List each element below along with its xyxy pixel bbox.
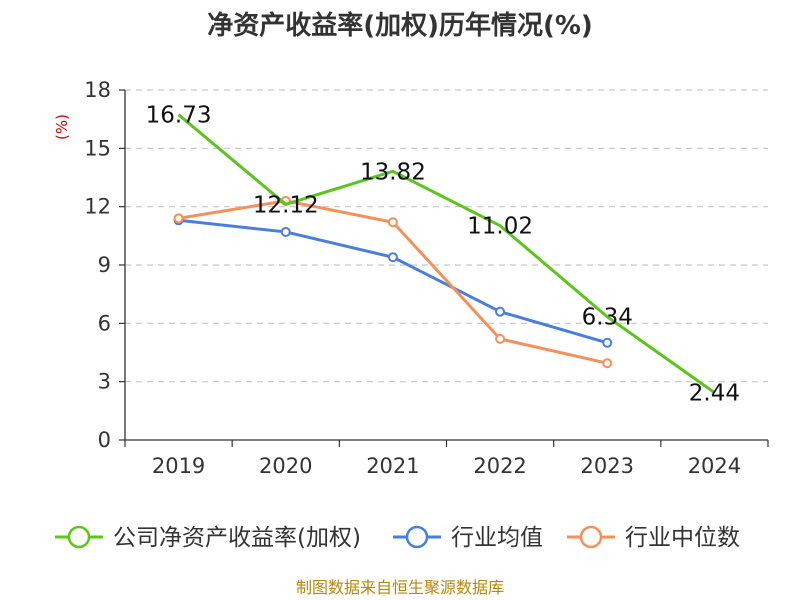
x-tick-label: 2021 <box>366 454 419 478</box>
y-axis-unit-label: (%) <box>53 114 71 140</box>
x-tick-label: 2022 <box>473 454 526 478</box>
data-point <box>495 333 506 344</box>
axes: 0 3 6 9 12 15 18 2019 2020 2021 2022 2023 2024 <box>84 78 769 478</box>
data-point <box>602 358 613 369</box>
x-tick-label: 2023 <box>581 454 634 478</box>
data-label: 2.44 <box>689 381 740 407</box>
legend-label: 行业均值 <box>451 525 543 551</box>
legend-marker <box>405 525 429 549</box>
y-tick-label: 18 <box>84 78 111 102</box>
legend-marker <box>579 525 603 549</box>
data-label: 13.82 <box>360 159 426 185</box>
series-lines <box>173 113 716 394</box>
data-label: 6.34 <box>582 305 633 331</box>
data-point <box>602 337 613 348</box>
x-tick-label: 2020 <box>259 454 312 478</box>
data-point <box>387 252 398 263</box>
x-tick-label: 2024 <box>688 454 741 478</box>
data-point <box>173 213 184 224</box>
y-tick-label: 9 <box>98 253 111 277</box>
data-source-note: 制图数据来自恒生聚源数据库 <box>296 578 504 597</box>
data-point <box>280 226 291 237</box>
data-label: 12.12 <box>253 192 319 218</box>
data-point <box>495 306 506 317</box>
chart-title: 净资产收益率(加权)历年情况(%) <box>207 10 593 41</box>
data-labels: 16.73 12.12 13.82 11.02 6.34 2.44 <box>146 103 740 407</box>
legend-label: 公司净资产收益率(加权) <box>113 525 361 551</box>
y-tick-label: 3 <box>98 370 111 394</box>
series-line-0 <box>177 113 716 394</box>
legend-marker <box>67 525 91 549</box>
data-label: 16.73 <box>146 103 212 129</box>
y-tick-label: 12 <box>84 195 111 219</box>
grid-lines <box>125 89 768 383</box>
x-tick-label: 2019 <box>152 454 205 478</box>
series-line-1 <box>178 218 608 345</box>
y-tick-label: 6 <box>98 311 111 335</box>
y-tick-label: 15 <box>84 136 111 160</box>
legend-label: 行业中位数 <box>625 525 740 551</box>
data-point <box>387 217 398 228</box>
data-label: 11.02 <box>467 214 533 240</box>
y-tick-label: 0 <box>98 428 111 452</box>
legend: 公司净资产收益率(加权) 行业均值 行业中位数 <box>55 525 740 551</box>
